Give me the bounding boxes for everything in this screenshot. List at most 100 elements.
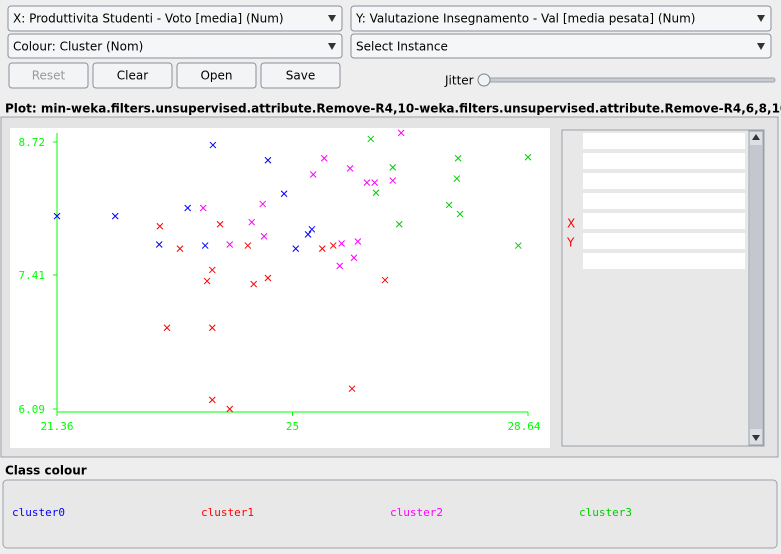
x-marker: X: [567, 217, 575, 231]
point: [292, 245, 300, 252]
x-select-box: [7, 5, 343, 32]
attribute-strip[interactable]: [583, 253, 745, 269]
legend-entry[interactable]: cluster0: [12, 506, 65, 519]
point: [354, 238, 362, 245]
instance-select-text: Select Instance: [356, 40, 448, 54]
point: [216, 220, 224, 228]
colour-select[interactable]: Colour: Cluster (Nom): [7, 33, 343, 59]
scroll-up[interactable]: [752, 134, 760, 140]
point: [250, 280, 258, 288]
point: [514, 242, 522, 249]
point: [53, 212, 61, 220]
y-tick-label: 8.72: [19, 136, 46, 149]
point: [395, 220, 403, 228]
point: [367, 135, 375, 143]
point: [454, 154, 462, 162]
point: [318, 245, 326, 252]
x-tick-label: 28.64: [507, 420, 540, 433]
point: [199, 204, 207, 212]
button[interactable]: [260, 62, 341, 89]
y-tick-label: 7.41: [19, 269, 46, 282]
x-tick-label: 25: [286, 420, 299, 433]
point: [389, 164, 397, 171]
point: [397, 129, 405, 137]
attribute-panel: X Y: [561, 129, 765, 447]
legend-entry[interactable]: cluster2: [390, 506, 443, 519]
point: [248, 218, 256, 226]
y-select-box: [350, 5, 772, 32]
y-select[interactable]: Y: Valutazione Insegnamento - Val [media…: [350, 5, 772, 32]
point: [280, 190, 288, 198]
plot-title: Plot: min-weka.filters.unsupervised.attr…: [5, 102, 781, 116]
attribute-strip[interactable]: [583, 173, 745, 189]
dropdown-arrow: [328, 43, 336, 50]
point: [226, 241, 234, 248]
button-label: Reset: [32, 69, 66, 83]
scroll-down[interactable]: [752, 435, 760, 441]
button-label: Save: [286, 69, 315, 83]
point: [372, 189, 380, 197]
legend-panel: [2, 479, 778, 549]
button: [8, 62, 89, 89]
point: [456, 210, 464, 218]
point: [208, 396, 216, 404]
slider-knob[interactable]: [477, 73, 491, 87]
y-select-text: Y: Valutazione Insegnamento - Val [media…: [355, 12, 696, 26]
x-select-text: X: Produttivita Studenti - Voto [media] …: [13, 12, 284, 26]
slider-track: [477, 77, 776, 83]
point: [453, 175, 461, 182]
attribute-strip[interactable]: [583, 213, 745, 229]
point: [155, 241, 163, 248]
plot-area: [10, 128, 550, 448]
point: [260, 233, 268, 240]
legend-entry[interactable]: cluster1: [201, 506, 254, 519]
dropdown-arrow: [757, 43, 765, 50]
point: [346, 165, 354, 172]
point: [389, 177, 397, 184]
point: [201, 242, 209, 249]
point: [304, 231, 312, 238]
point: [309, 171, 317, 178]
point: [381, 276, 389, 284]
point: [338, 240, 346, 247]
attribute-strip[interactable]: [583, 233, 745, 249]
attribute-strip[interactable]: [583, 133, 745, 149]
button[interactable]: [92, 62, 173, 89]
colour-select-box: [7, 33, 343, 59]
point: [111, 212, 119, 220]
jitter-slider[interactable]: [477, 73, 776, 87]
colour-select-text: Colour: Cluster (Nom): [13, 40, 143, 54]
attribute-strip[interactable]: [583, 193, 745, 209]
x-tick-label: 21.36: [40, 420, 73, 433]
point: [350, 254, 358, 262]
point: [209, 141, 217, 149]
point: [184, 204, 192, 212]
y-marker: Y: [566, 236, 575, 250]
x-select[interactable]: X: Produttivita Studenti - Voto [media] …: [7, 5, 343, 32]
point: [308, 225, 316, 233]
y-tick-label: 6.09: [19, 403, 46, 416]
legend-entry[interactable]: cluster3: [579, 506, 632, 519]
class-colour-title: Class colour: [5, 464, 87, 478]
dropdown-arrow: [757, 15, 765, 22]
instance-select-box: [350, 33, 772, 59]
point: [445, 201, 453, 209]
jitter-label: Jitter: [444, 74, 474, 88]
point: [348, 385, 356, 393]
dropdown-arrow: [328, 15, 336, 22]
point: [320, 154, 328, 162]
scrollbar-thumb[interactable]: [750, 145, 762, 429]
point: [264, 274, 272, 282]
instance-select[interactable]: Select Instance: [350, 33, 772, 59]
point: [524, 153, 532, 161]
point: [363, 179, 371, 186]
point: [264, 156, 272, 164]
attribute-strip[interactable]: [583, 153, 745, 169]
point: [226, 405, 234, 413]
button-label: Clear: [117, 69, 148, 83]
point: [244, 242, 252, 249]
button[interactable]: [176, 62, 257, 89]
point: [203, 277, 211, 285]
point: [156, 222, 164, 230]
